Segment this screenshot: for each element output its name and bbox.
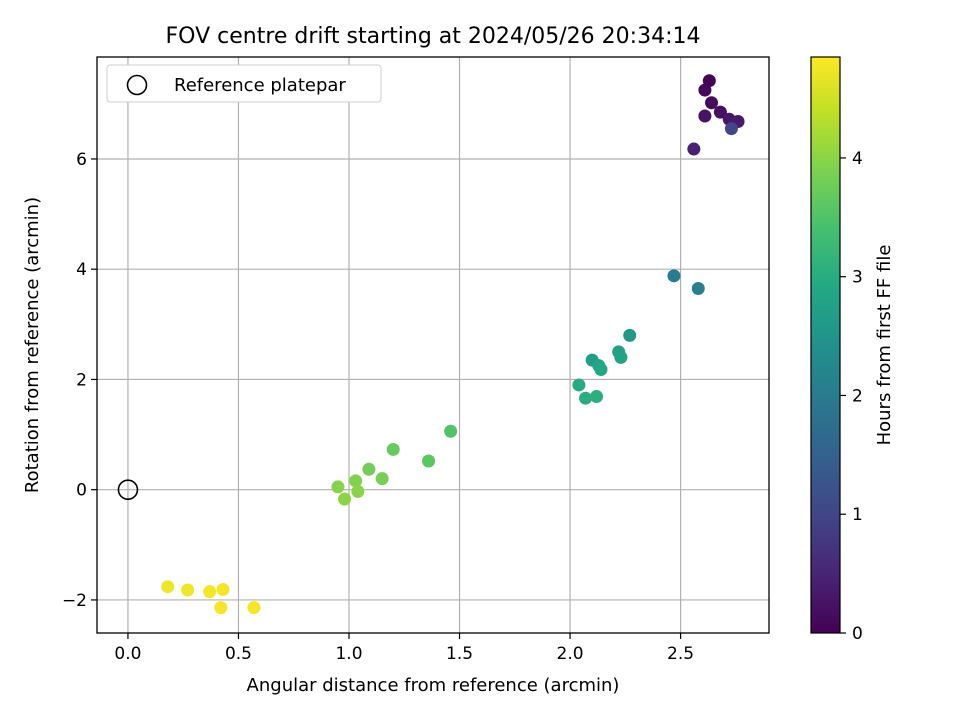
chart-title: FOV centre drift starting at 2024/05/26 … — [166, 24, 701, 49]
x-tick-label: 0.5 — [225, 644, 252, 664]
x-tick-label: 1.0 — [335, 644, 362, 664]
legend-box — [106, 64, 382, 103]
data-point — [216, 582, 230, 596]
colorbar-ticks: 0 1 2 3 4 — [840, 149, 863, 644]
y-tick-label: −2 — [62, 591, 87, 611]
data-point — [349, 474, 363, 488]
data-point — [181, 583, 195, 597]
colorbar-tick-label: 1 — [852, 505, 863, 525]
data-point — [691, 282, 705, 296]
y-axis-label: Rotation from reference (arcmin) — [22, 197, 43, 493]
colorbar-tick-label: 3 — [852, 268, 863, 288]
data-point — [351, 484, 365, 498]
colorbar-tick-label: 0 — [852, 624, 863, 644]
data-point — [422, 454, 436, 468]
data-point — [623, 328, 637, 342]
legend: Reference platepar — [106, 64, 382, 103]
y-tick-label: 2 — [76, 370, 87, 390]
reference-point — [117, 479, 139, 500]
x-tick-label: 2.5 — [667, 644, 694, 664]
y-tick-label: 0 — [76, 481, 87, 501]
data-point — [594, 363, 608, 377]
plot-frame — [96, 56, 770, 634]
data-point — [214, 601, 228, 615]
data-point — [247, 601, 261, 615]
data-point — [698, 83, 712, 97]
y-axis-ticks: −2 0 2 4 6 — [62, 150, 97, 611]
data-point — [614, 350, 628, 364]
data-point — [338, 492, 352, 506]
data-point — [572, 378, 586, 392]
data-point — [713, 105, 727, 119]
data-point — [579, 391, 593, 405]
x-tick-label: 0.0 — [114, 644, 141, 664]
x-axis-label: Angular distance from reference (arcmin) — [247, 675, 620, 696]
data-point — [590, 390, 604, 404]
data-point — [698, 109, 712, 123]
data-point — [705, 96, 719, 110]
legend-marker-icon — [126, 74, 148, 96]
legend-entry: Reference platepar — [174, 75, 346, 96]
data-point — [331, 480, 345, 494]
data-point — [375, 472, 389, 486]
reference-point-marker — [117, 479, 139, 500]
data-point — [724, 122, 738, 136]
colorbar-tick-label: 4 — [852, 149, 863, 169]
data-point — [444, 424, 458, 438]
data-point — [687, 142, 701, 156]
data-point — [161, 580, 175, 594]
x-tick-label: 2.0 — [557, 644, 584, 664]
data-point — [203, 585, 217, 599]
y-tick-label: 6 — [76, 150, 87, 170]
data-points — [161, 74, 745, 615]
colorbar-label: Hours from first FF file — [874, 245, 895, 446]
grid-lines — [97, 57, 769, 633]
data-point — [386, 442, 400, 456]
colorbar — [810, 56, 841, 634]
y-tick-label: 4 — [76, 260, 87, 280]
colorbar-tick-label: 2 — [852, 386, 863, 406]
data-point — [362, 462, 376, 476]
data-point — [667, 269, 681, 283]
x-tick-label: 1.5 — [446, 644, 473, 664]
x-axis-ticks: 0.0 0.5 1.0 1.5 2.0 2.5 — [114, 633, 694, 664]
